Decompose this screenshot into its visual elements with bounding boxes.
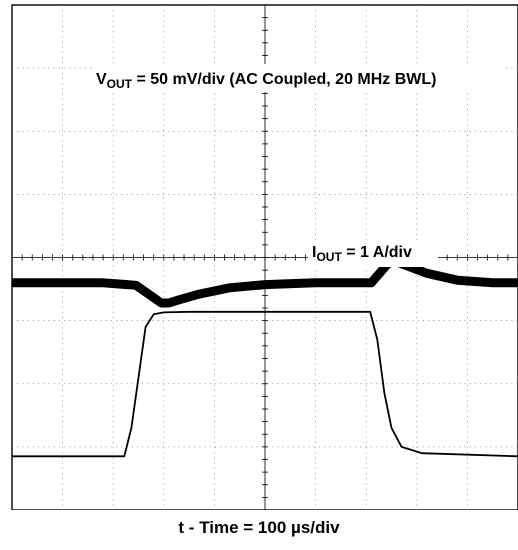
vout-label: VOUT = 50 mV/div (AC Coupled, 20 MHz BWL… <box>92 64 506 92</box>
traces <box>12 254 518 458</box>
iout-label: IOUT = 1 A/div <box>308 240 438 267</box>
svg-text:IOUT = 1 A/div: IOUT = 1 A/div <box>312 244 412 264</box>
vout-label-rest: = 50 mV/div (AC Coupled, 20 MHz BWL) <box>132 71 436 88</box>
iout-label-main: I <box>312 244 316 261</box>
x-axis-label: t - Time = 100 µs/div <box>178 518 340 537</box>
svg-text:VOUT = 50 mV/div (AC Coupled,: VOUT = 50 mV/div (AC Coupled, 20 MHz BWL… <box>96 71 437 91</box>
vout-label-main: V <box>96 71 107 88</box>
oscilloscope-plot: VOUT = 50 mV/div (AC Coupled, 20 MHz BWL… <box>11 4 518 510</box>
series-vout-trace <box>12 254 518 308</box>
iout-label-rest: = 1 A/div <box>342 244 412 261</box>
iout-label-sub: OUT <box>316 250 342 264</box>
series-iout-trace <box>12 310 518 458</box>
vout-label-sub: OUT <box>107 77 133 91</box>
